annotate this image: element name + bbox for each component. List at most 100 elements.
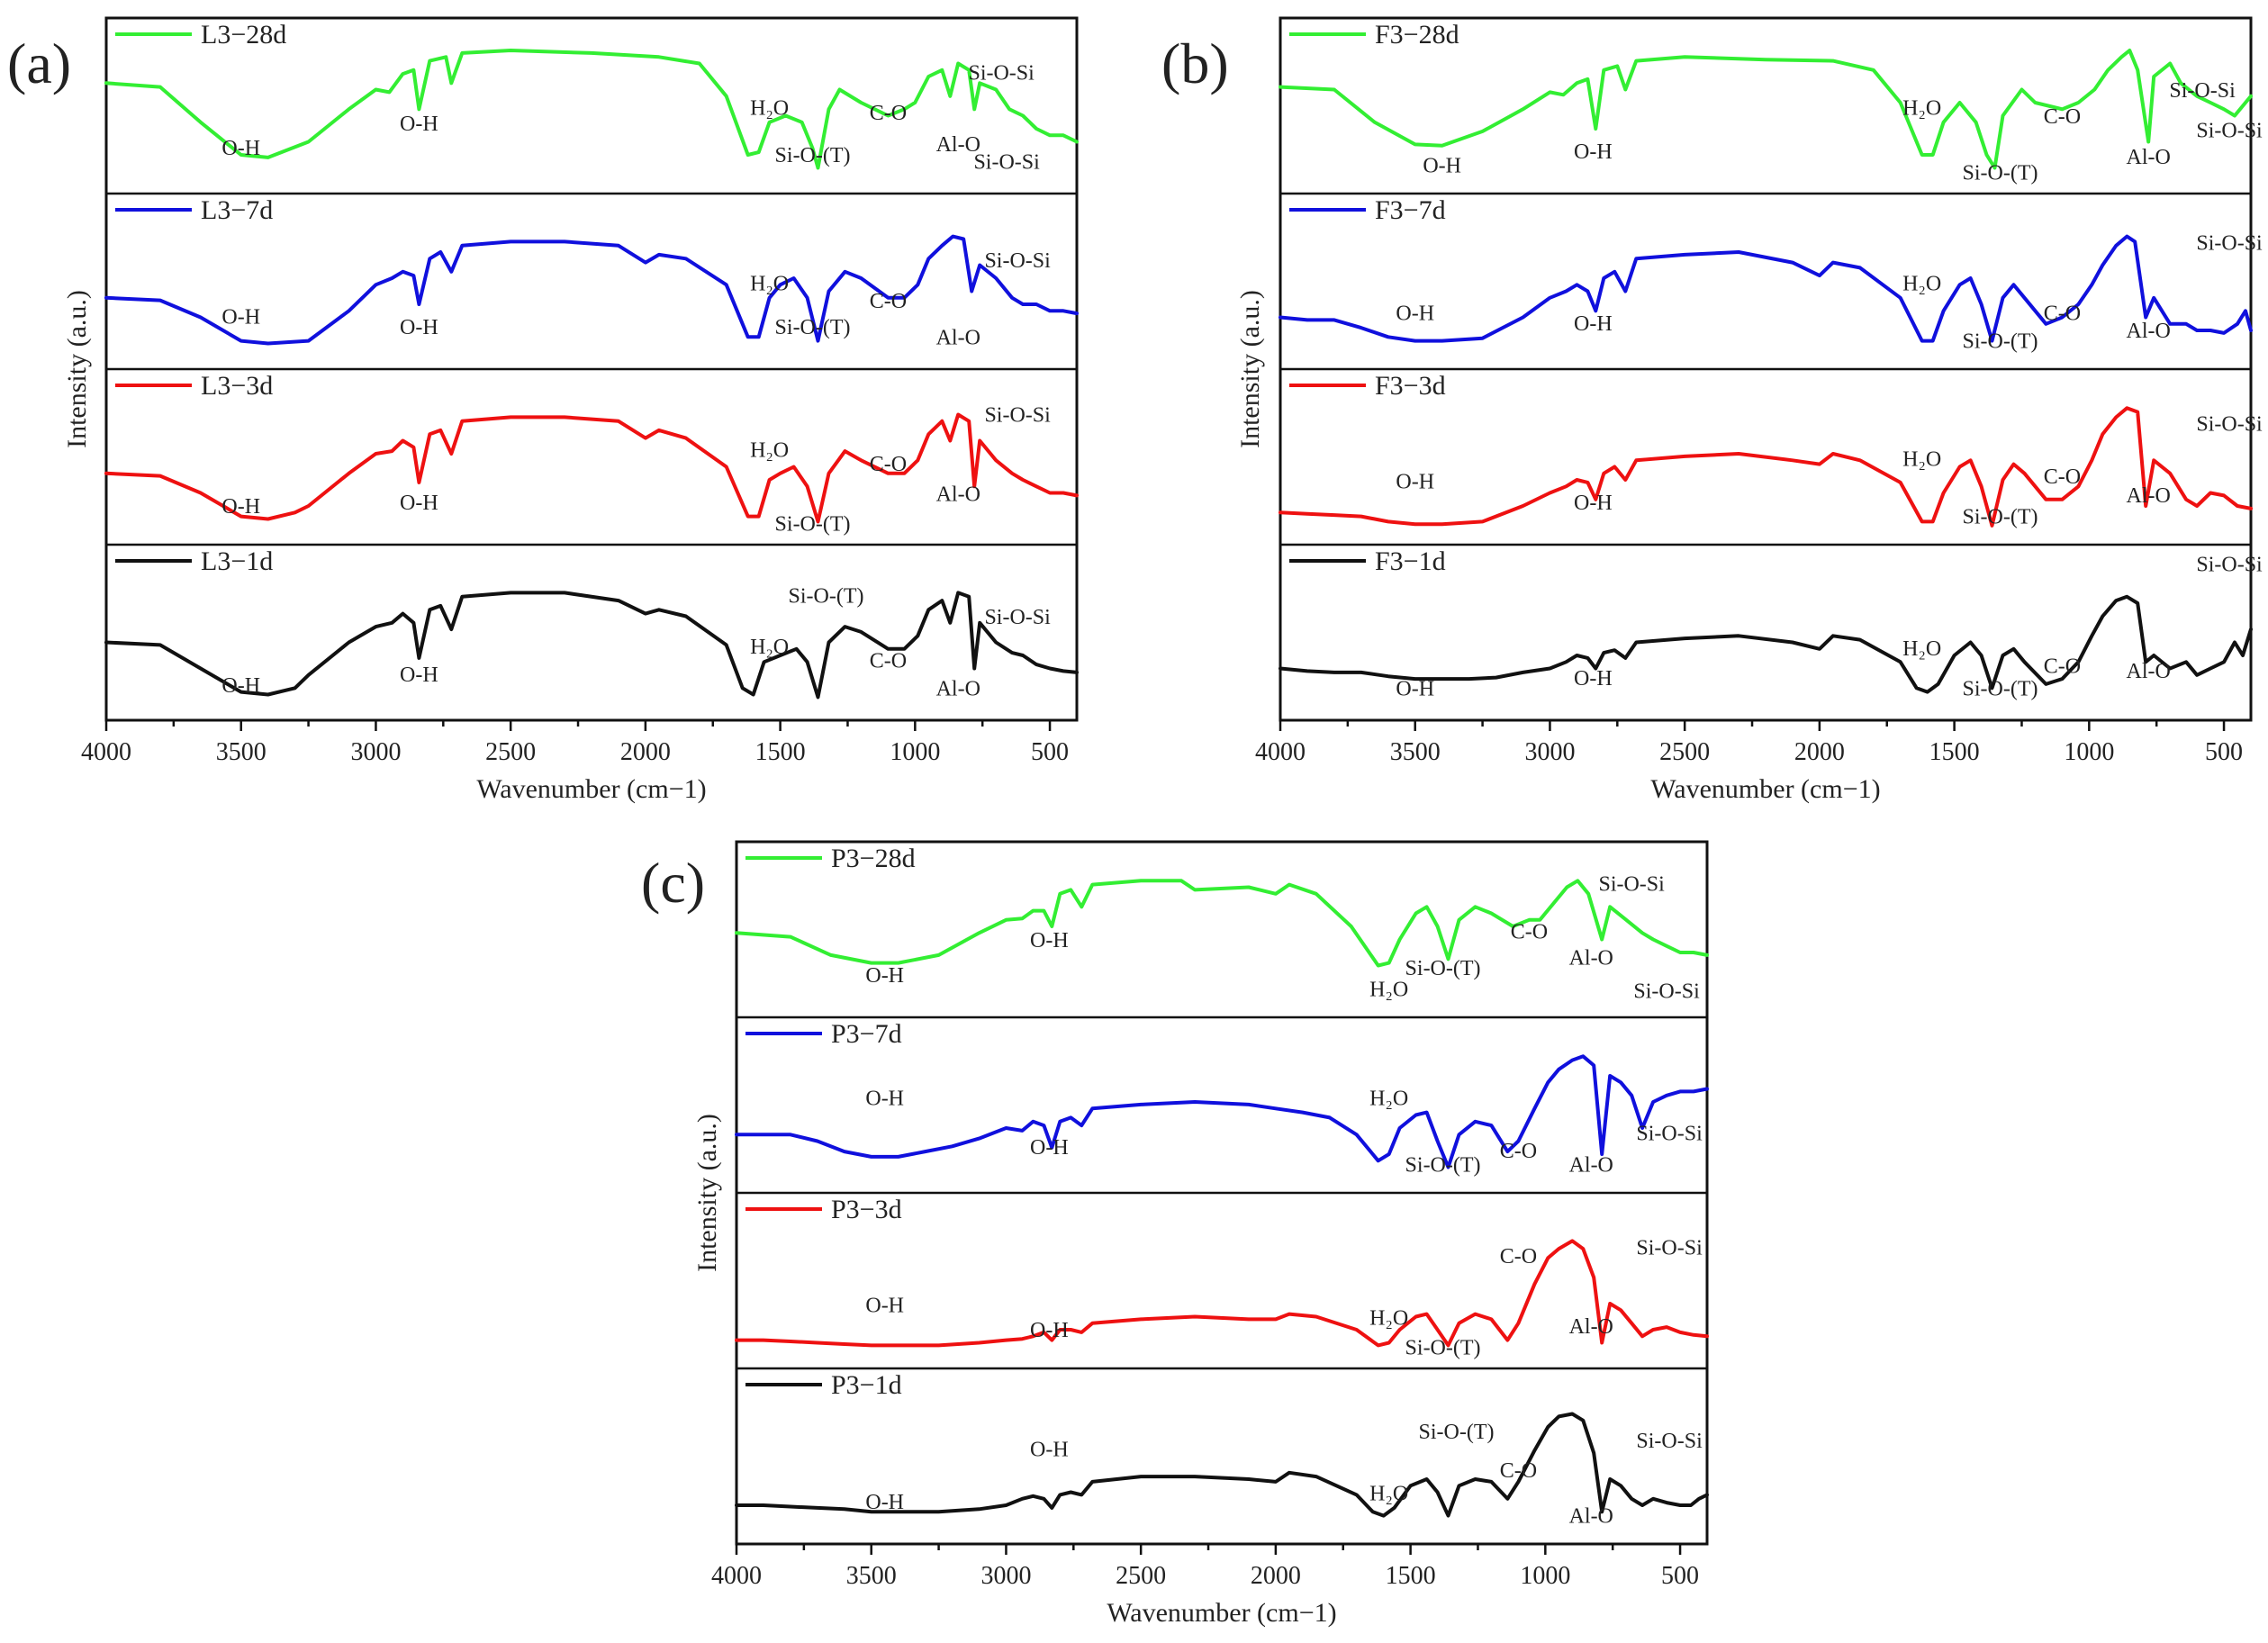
panel-b: (b) Intensity (a.u.) 4000 3500 3000 2500 2000 1… bbox=[1161, 16, 2263, 804]
legend-label: F3−7d bbox=[1375, 195, 1446, 225]
peak-annotation: H₂O bbox=[1369, 1306, 1408, 1330]
peak-annotation: Al-O bbox=[936, 133, 980, 157]
peak-annotation: Si-O-Si bbox=[1633, 980, 1700, 1004]
peak-annotation: C-O bbox=[870, 650, 907, 673]
peak-annotation: O-H bbox=[1030, 1439, 1069, 1462]
series-line bbox=[104, 234, 1079, 346]
x-tick-label: 3000 bbox=[980, 1562, 1031, 1590]
peak-annotation: Si-O-Si bbox=[984, 249, 1051, 273]
x-tick-label: 2000 bbox=[620, 738, 671, 766]
peak-annotation: O-H bbox=[1574, 667, 1613, 691]
x-tick-label: 4000 bbox=[81, 738, 131, 766]
peak-annotation: H₂O bbox=[1902, 637, 1941, 661]
peak-annotation: O-H bbox=[221, 305, 260, 329]
x-tick-label: 1500 bbox=[1929, 738, 1980, 766]
x-tick-label: 3500 bbox=[216, 738, 267, 766]
peak-annotation: C-O bbox=[1511, 920, 1548, 943]
peak-annotation: O-H bbox=[1030, 1136, 1069, 1160]
x-tick-label: 2000 bbox=[1251, 1562, 1301, 1590]
legend-label: F3−3d bbox=[1375, 371, 1446, 401]
peak-annotation: Si-O-Si bbox=[968, 61, 1035, 85]
x-tick-label: 2500 bbox=[1659, 738, 1710, 766]
legend-label: L3−1d bbox=[201, 546, 273, 576]
peak-annotation: Si-O-Si bbox=[2196, 553, 2263, 576]
series-line bbox=[104, 412, 1079, 524]
legend-label: F3−1d bbox=[1375, 546, 1446, 576]
legend-label: L3−7d bbox=[201, 195, 273, 225]
x-tick-label: 500 bbox=[1031, 738, 1069, 766]
peak-annotation: Si-O-Si bbox=[973, 151, 1040, 175]
panel-a: (a) Intensity (a.u.) 4000 3500 3000 2500 2000 1… bbox=[7, 16, 1079, 804]
peak-annotation: H₂O bbox=[1369, 1482, 1408, 1505]
x-tick-label: 1000 bbox=[2064, 738, 2114, 766]
legend-label: L3−28d bbox=[201, 20, 286, 50]
x-tick-label: 3000 bbox=[350, 738, 401, 766]
series-line bbox=[1279, 234, 2253, 343]
peak-annotation: C-O bbox=[2044, 465, 2081, 489]
peak-annotation: O-H bbox=[1574, 140, 1613, 164]
x-axis-label: Wavenumber (cm−1) bbox=[1107, 1598, 1336, 1628]
peak-annotation: C-O bbox=[870, 453, 907, 476]
peak-annotation: Si-O-(T) bbox=[1405, 1336, 1481, 1359]
series-line bbox=[104, 49, 1079, 170]
peak-annotation: C-O bbox=[870, 290, 907, 313]
x-tick-label: 500 bbox=[1661, 1562, 1699, 1590]
x-tick-label: 4000 bbox=[711, 1562, 762, 1590]
peak-annotation: Al-O bbox=[936, 327, 980, 350]
peak-annotation: C-O bbox=[870, 102, 907, 125]
y-axis-label: Intensity (a.u.) bbox=[62, 290, 92, 448]
peak-annotation: C-O bbox=[1500, 1140, 1537, 1163]
peak-annotation: O-H bbox=[1396, 678, 1434, 701]
peak-annotation: Si-O-(T) bbox=[1405, 957, 1481, 980]
x-tick-label: 3500 bbox=[846, 1562, 897, 1590]
peak-annotation: C-O bbox=[1500, 1459, 1537, 1483]
peak-annotation: Si-O-Si bbox=[2196, 120, 2263, 143]
x-tick-label: 2500 bbox=[1116, 1562, 1166, 1590]
peak-annotation: Al-O bbox=[2127, 660, 2171, 683]
peak-annotation: Al-O bbox=[936, 678, 980, 701]
peak-annotation: O-H bbox=[1030, 929, 1069, 952]
x-tick-label: 1500 bbox=[755, 738, 806, 766]
x-axis-label: Wavenumber (cm−1) bbox=[1650, 774, 1880, 804]
legend-label: F3−28d bbox=[1375, 20, 1459, 50]
peak-annotation: Al-O bbox=[1569, 947, 1613, 970]
x-tick-label: 500 bbox=[2205, 738, 2243, 766]
x-tick-label: 3500 bbox=[1390, 738, 1441, 766]
legend-label: L3−3d bbox=[201, 371, 273, 401]
peak-annotation: H₂O bbox=[1902, 447, 1941, 471]
series-line bbox=[735, 879, 1709, 968]
x-tick-label: 1000 bbox=[890, 738, 940, 766]
peak-annotation: H₂O bbox=[750, 96, 789, 120]
legend-label: P3−3d bbox=[831, 1195, 902, 1224]
series-line bbox=[1279, 406, 2253, 528]
series-line bbox=[735, 1054, 1709, 1169]
peak-annotation: Si-O-Si bbox=[1636, 1430, 1703, 1453]
peak-annotation: O-H bbox=[1574, 312, 1613, 336]
peak-annotation: H₂O bbox=[1902, 96, 1941, 120]
peak-annotation: O-H bbox=[1030, 1319, 1069, 1342]
peak-annotation: Si-O-Si bbox=[2169, 79, 2236, 103]
peak-annotation: O-H bbox=[1574, 492, 1613, 515]
peak-annotation: H₂O bbox=[1369, 979, 1408, 1002]
peak-annotation: Al-O bbox=[2127, 484, 2171, 508]
peak-annotation: O-H bbox=[865, 1295, 904, 1318]
peak-annotation: Al-O bbox=[2127, 146, 2171, 169]
legend-label: P3−28d bbox=[831, 844, 916, 873]
peak-annotation: Si-O-Si bbox=[984, 404, 1051, 428]
peak-annotation: O-H bbox=[400, 492, 438, 515]
peak-annotation: O-H bbox=[1396, 471, 1434, 494]
peak-annotation: O-H bbox=[400, 664, 438, 687]
peak-annotation: C-O bbox=[1500, 1245, 1537, 1268]
peak-annotation: Al-O bbox=[1569, 1154, 1613, 1178]
peak-annotation: C-O bbox=[2044, 302, 2081, 325]
peak-annotation: O-H bbox=[400, 316, 438, 339]
series-line bbox=[1279, 49, 2253, 170]
peak-annotation: Si-O-(T) bbox=[1963, 506, 2038, 529]
series-line bbox=[735, 1239, 1709, 1348]
peak-annotation: Si-O-(T) bbox=[1963, 330, 2038, 354]
peak-annotation: O-H bbox=[865, 1088, 904, 1111]
peak-annotation: Si-O-Si bbox=[1636, 1236, 1703, 1259]
peak-annotation: O-H bbox=[1396, 302, 1434, 325]
peak-annotation: Al-O bbox=[1569, 1315, 1613, 1339]
peak-annotation: H₂O bbox=[750, 636, 789, 659]
